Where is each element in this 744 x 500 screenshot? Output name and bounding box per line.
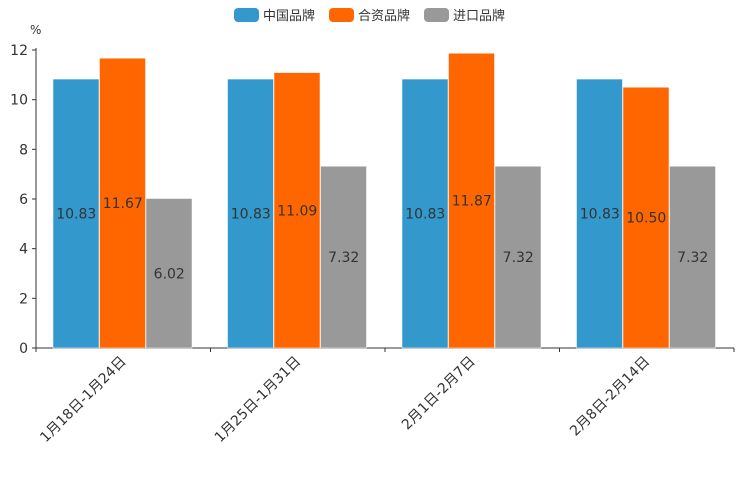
legend-swatch (234, 8, 259, 22)
x-tick-label: 2月8日-2月14日 (567, 354, 653, 440)
data-label: 7.32 (328, 250, 359, 266)
x-tick-label: 2月1日-2月7日 (399, 354, 479, 434)
y-axis-unit-label: % (30, 23, 41, 37)
data-label: 11.67 (103, 196, 143, 212)
legend-swatch (424, 8, 449, 22)
y-tick-label: 0 (19, 341, 28, 357)
legend-item: 合资品牌 (329, 8, 410, 24)
bar (494, 165, 542, 349)
bar (401, 78, 449, 349)
legend-label: 中国品牌 (263, 8, 315, 24)
legend-label: 进口品牌 (453, 8, 505, 24)
legend-item: 进口品牌 (424, 8, 505, 24)
data-label: 11.09 (277, 203, 317, 219)
y-tick-label: 8 (19, 142, 28, 158)
legend-item: 中国品牌 (234, 8, 315, 24)
bar (669, 165, 716, 349)
data-labels: 10.83 10.83 10.83 10.83 11.67 11.09 11.87 10.50… (56, 194, 708, 283)
bar (622, 87, 670, 349)
data-label: 10.83 (56, 207, 96, 223)
y-tick-label: 6 (19, 192, 28, 208)
bar (273, 72, 321, 349)
data-label: 6.02 (154, 266, 185, 282)
data-label: 10.83 (231, 207, 271, 223)
data-label: 7.32 (503, 250, 534, 266)
y-tick-label: 12 (10, 43, 28, 59)
bar (52, 78, 100, 349)
bar (576, 78, 623, 349)
y-tick-label: 10 (10, 93, 28, 109)
data-label: 7.32 (677, 250, 708, 266)
bars (52, 52, 716, 349)
legend-swatch (329, 8, 354, 22)
data-label: 11.87 (452, 194, 492, 210)
data-label: 10.83 (405, 207, 445, 223)
legend: 中国品牌 合资品牌 进口品牌 (234, 8, 505, 24)
data-label: 10.50 (626, 211, 666, 227)
bar (448, 52, 495, 349)
data-label: 10.83 (580, 207, 620, 223)
bar (227, 78, 274, 349)
y-tick-label: 4 (19, 242, 28, 258)
legend-label: 合资品牌 (358, 8, 410, 24)
bar (145, 198, 193, 349)
bar (320, 165, 367, 349)
x-tick-label: 1月18日-1月24日 (37, 354, 129, 446)
y-tick-label: 2 (19, 291, 28, 307)
bar (99, 57, 146, 349)
x-tick-label: 1月25日-1月31日 (212, 354, 304, 446)
